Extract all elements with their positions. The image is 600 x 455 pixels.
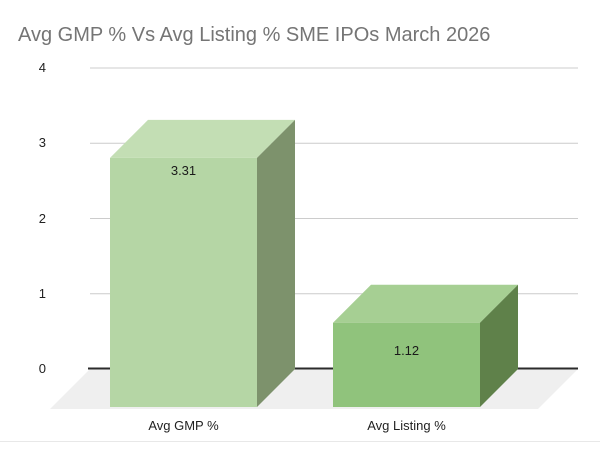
bar-front-face[interactable]: [110, 157, 257, 407]
y-axis-tick-label: 4: [38, 60, 46, 75]
x-axis-category-label: Avg Listing %: [367, 418, 446, 433]
y-axis-tick-label: 2: [38, 210, 46, 226]
chart-title: Avg GMP % Vs Avg Listing % SME IPOs Marc…: [18, 24, 491, 46]
bar-side-face[interactable]: [257, 119, 295, 408]
bar-value-label: 3.31: [170, 162, 197, 178]
y-axis-tick-label: 1: [38, 285, 46, 301]
bar-value-label: 1.12: [393, 342, 420, 358]
bar-top-face[interactable]: [110, 119, 295, 158]
x-axis-category-label: Avg GMP %: [148, 418, 219, 433]
y-axis-tick-label: 0: [38, 361, 46, 376]
bar-side-face[interactable]: [480, 284, 518, 407]
bottom-divider-line: [0, 441, 600, 442]
bar-front-face[interactable]: [333, 322, 480, 407]
y-axis-tick-label: 3: [38, 135, 46, 151]
bar-top-face[interactable]: [333, 284, 518, 323]
